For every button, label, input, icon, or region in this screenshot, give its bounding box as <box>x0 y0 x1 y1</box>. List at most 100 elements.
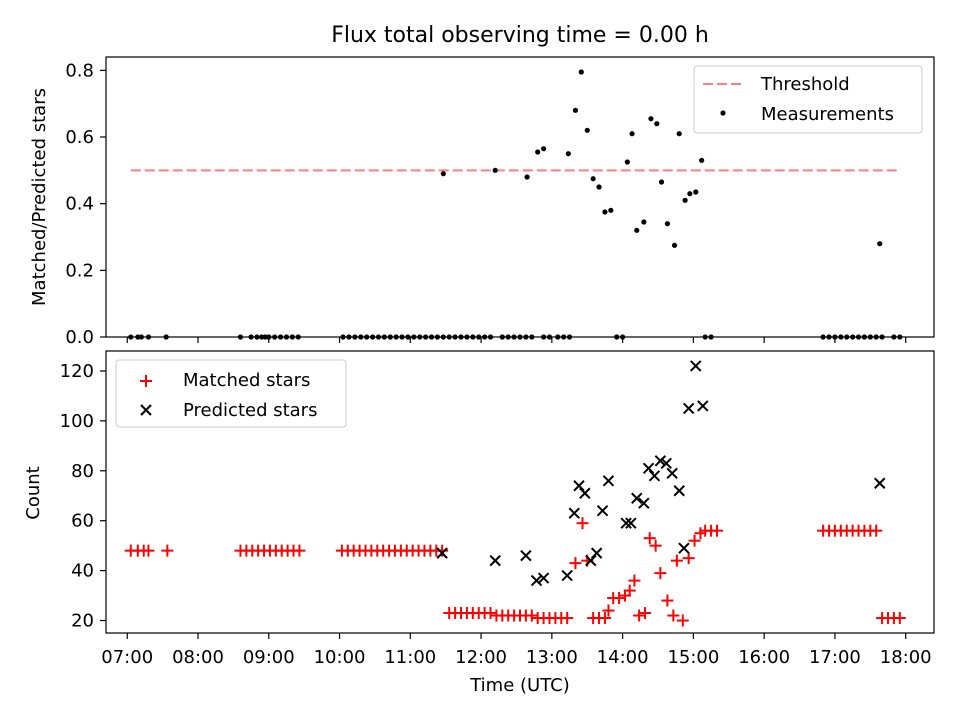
predicted-star-point <box>596 505 609 517</box>
predicted-star-point <box>682 402 695 415</box>
predicted-star-point <box>648 470 661 482</box>
bottom-ytick-label: 120 <box>60 361 94 382</box>
measurement-point <box>676 131 682 137</box>
bottom-xtick-label: 13:00 <box>526 647 578 668</box>
measurement-point <box>608 207 614 213</box>
measurement-point <box>440 171 446 177</box>
bottom-xtick-label: 14:00 <box>597 647 649 668</box>
bottom-xtick-label: 07:00 <box>101 647 153 668</box>
bottom-x-ticks: 07:00 08:00 09:00 10:00 11:00 12:00 13:00 14:00… <box>101 633 932 668</box>
matched-star-point <box>670 554 683 567</box>
matched-star-point <box>643 532 656 545</box>
bottom-ytick-label: 60 <box>71 511 94 532</box>
bottom-xtick-label: 11:00 <box>384 647 436 668</box>
top-ytick-label: 0.8 <box>65 60 94 81</box>
measurement-point <box>584 127 590 133</box>
top-ytick-label: 0.2 <box>65 260 94 281</box>
predicted-star-point <box>537 572 550 584</box>
matched-star-point <box>576 517 589 530</box>
matched-star-point <box>639 607 652 620</box>
x-axis-label: Time (UTC) <box>469 675 570 696</box>
bottom-xtick-label: 18:00 <box>880 647 932 668</box>
measurement-point <box>654 121 660 127</box>
measurement-point <box>524 174 530 180</box>
matched-star-point <box>561 612 574 625</box>
matched-star-point <box>436 544 449 557</box>
matched-star-point <box>525 609 538 622</box>
measurement-point <box>590 176 596 182</box>
top-y-ticks: 0.0 0.2 0.4 0.6 0.8 <box>65 60 106 348</box>
matched-star-point <box>893 612 906 625</box>
measurement-point <box>877 241 883 247</box>
bottom-legend-box <box>115 359 347 428</box>
predicted-star-point <box>654 455 667 467</box>
bottom-xtick-label: 15:00 <box>667 647 719 668</box>
measurement-point <box>699 157 705 163</box>
predicted-star-point <box>642 462 655 474</box>
measurement-point <box>596 184 602 190</box>
predicted-star-point <box>436 547 448 559</box>
measurement-point <box>540 146 547 152</box>
top-ytick-label: 0.6 <box>65 127 94 148</box>
top-plot-frame <box>105 56 935 338</box>
measurement-point <box>671 242 678 248</box>
predicted-star-point <box>489 554 501 567</box>
matched-star-point <box>628 574 641 587</box>
measurement-point <box>578 69 584 75</box>
predicted-star-point <box>673 485 685 497</box>
predicted-star-point <box>602 475 615 487</box>
measurement-point <box>687 191 693 197</box>
bottom-xtick-label: 08:00 <box>172 647 224 668</box>
bottom-ytick-label: 100 <box>60 411 94 432</box>
predicted-star-point <box>697 400 709 412</box>
bottom-xtick-label: 17:00 <box>809 647 861 668</box>
measurement-point <box>658 179 665 185</box>
legend-threshold-label: Threshold <box>760 74 850 95</box>
top-panel: Matched/Predicted stars 0.00.20.40.60.8 … <box>29 56 935 348</box>
measurement-point <box>629 131 635 137</box>
matched-star-point <box>142 544 155 557</box>
predicted-star-point <box>573 480 585 492</box>
matched-star-point <box>569 557 582 570</box>
legend-predicted-label: Predicted stars <box>183 400 317 421</box>
top-legend: Threshold Measurements <box>693 65 923 134</box>
bottom-legend: Matched stars Predicted stars <box>115 359 347 428</box>
matched-star-point <box>623 584 636 597</box>
measurement-point <box>641 219 647 225</box>
measurement-point <box>602 209 608 215</box>
predicted-star-point <box>874 477 886 489</box>
predicted-star-point <box>638 497 650 509</box>
predicted-star-point <box>530 574 543 587</box>
matched-star-point <box>688 534 701 547</box>
matched-star-point <box>602 604 615 617</box>
predicted-star-point <box>590 547 603 559</box>
matched-star-point <box>654 567 667 580</box>
bottom-xtick-label: 12:00 <box>455 647 507 668</box>
matched-star-point <box>598 612 611 625</box>
matched-star-point <box>667 609 680 622</box>
legend-measurements-label: Measurements <box>761 104 894 125</box>
bottom-y-axis-label: Count <box>23 466 44 519</box>
matched-stars-series <box>124 517 906 627</box>
predicted-star-point <box>625 517 637 529</box>
measurement-point <box>572 107 579 113</box>
predicted-star-point <box>678 542 690 554</box>
predicted-star-point <box>520 549 532 562</box>
measurement-point <box>648 116 654 122</box>
matched-star-point <box>161 544 174 557</box>
bottom-ytick-label: 20 <box>71 611 94 632</box>
bottom-plot-frame <box>105 350 935 634</box>
measurement-point <box>634 227 640 233</box>
matched-star-point <box>649 539 662 552</box>
predicted-star-point <box>666 467 678 479</box>
legend-predicted-marker <box>140 404 152 416</box>
top-y-axis-label: Matched/Predicted stars <box>29 88 50 306</box>
predicted-star-point <box>579 487 591 499</box>
measurement-point <box>682 197 688 203</box>
predicted-star-point <box>620 517 632 529</box>
bottom-xtick-label: 10:00 <box>314 647 366 668</box>
legend-matched-label: Matched stars <box>183 370 310 391</box>
predicted-star-point <box>690 360 702 372</box>
matched-star-point <box>661 594 674 607</box>
